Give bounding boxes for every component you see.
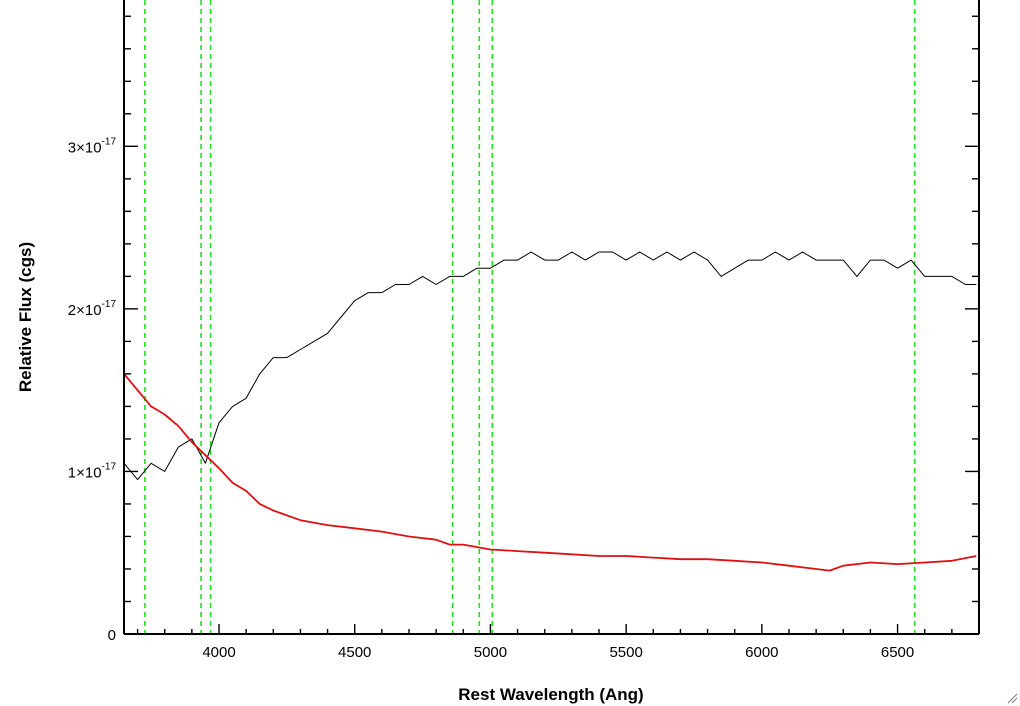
series-layer <box>123 251 977 572</box>
series-line-1 <box>123 373 977 572</box>
y-tick-label: 3×10-17 <box>68 136 117 156</box>
axes <box>123 0 980 635</box>
x-axis-title: Rest Wavelength (Ang) <box>458 685 643 704</box>
y-axis-title: Relative Flux (cgs) <box>16 242 35 392</box>
x-axis-ticks: 4000 4500 5000 5500 6000 6500 <box>136 624 980 661</box>
x-tick-label: 6000 <box>745 644 778 661</box>
x-tick-label: 5500 <box>609 644 642 661</box>
x-tick-label: 5000 <box>474 644 507 661</box>
x-tick-label: 4000 <box>202 644 235 661</box>
series-line-0 <box>123 251 977 481</box>
y-tick-label: 2×10-17 <box>68 299 117 319</box>
y-axis-ticks: 0 1×10-17 2×10-17 3×10-17 <box>68 15 979 644</box>
x-tick-label: 4500 <box>338 644 371 661</box>
emission-line-markers <box>144 0 916 634</box>
plot-background <box>124 0 979 634</box>
x-tick-label: 6500 <box>881 644 914 661</box>
plot-area <box>124 0 979 634</box>
y-tick-label: 0 <box>108 627 116 644</box>
y-tick-label: 1×10-17 <box>68 461 117 481</box>
resize-grip-icon[interactable] <box>1006 692 1018 704</box>
